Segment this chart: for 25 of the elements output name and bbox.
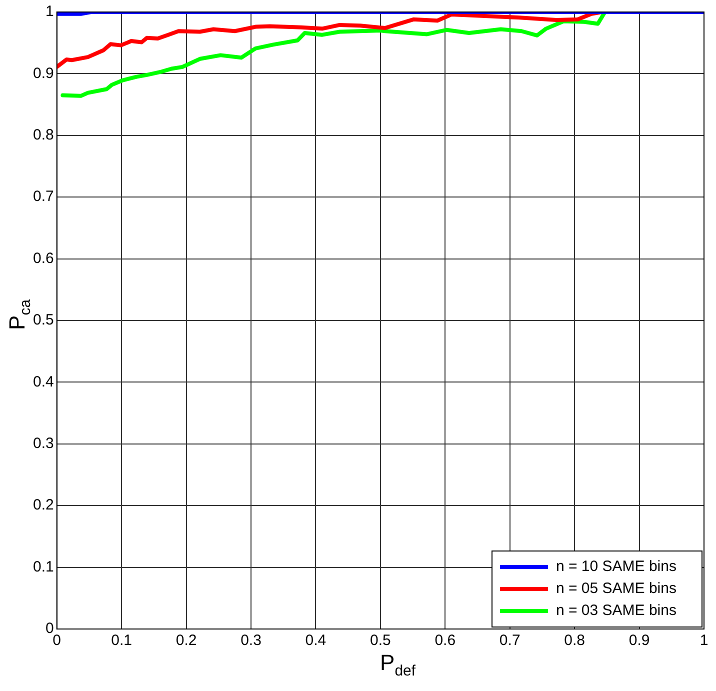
y-tick-label: 0.7 <box>32 188 54 206</box>
y-tick-label: 1 <box>46 3 54 20</box>
x-tick-label: 0.1 <box>111 632 132 650</box>
x-tick-label: 0.2 <box>176 632 197 650</box>
y-tick-label: 0 <box>46 620 54 638</box>
x-tick-label: 0.4 <box>305 632 326 650</box>
x-tick-label: 0.8 <box>564 632 585 650</box>
x-axis-title: P$_{def}$ <box>380 650 416 680</box>
y-tick-label: 0.9 <box>32 64 54 82</box>
y-tick-label: 0.3 <box>32 435 54 452</box>
y-tick-label: 0.8 <box>32 126 54 144</box>
legend-label: n = 05 SAME bins <box>556 580 676 598</box>
x-tick-label: 0.3 <box>240 632 262 650</box>
x-tick-label: 1 <box>700 632 708 650</box>
y-tick-label: 0.2 <box>32 496 54 514</box>
y-tick-label: 0.5 <box>32 312 54 329</box>
x-tick-label: 0.9 <box>628 632 650 650</box>
y-tick-label: 0.4 <box>32 373 54 390</box>
y-tick-label: 0.6 <box>32 250 54 267</box>
x-tick-label: 0.7 <box>499 632 520 650</box>
legend-label: n = 03 SAME bins <box>556 602 676 620</box>
y-tick-label: 0.1 <box>32 558 54 576</box>
legend-label: n = 10 SAME bins <box>556 558 676 576</box>
x-tick-label: 0.5 <box>370 632 391 650</box>
x-tick-label: 0.6 <box>434 632 456 650</box>
